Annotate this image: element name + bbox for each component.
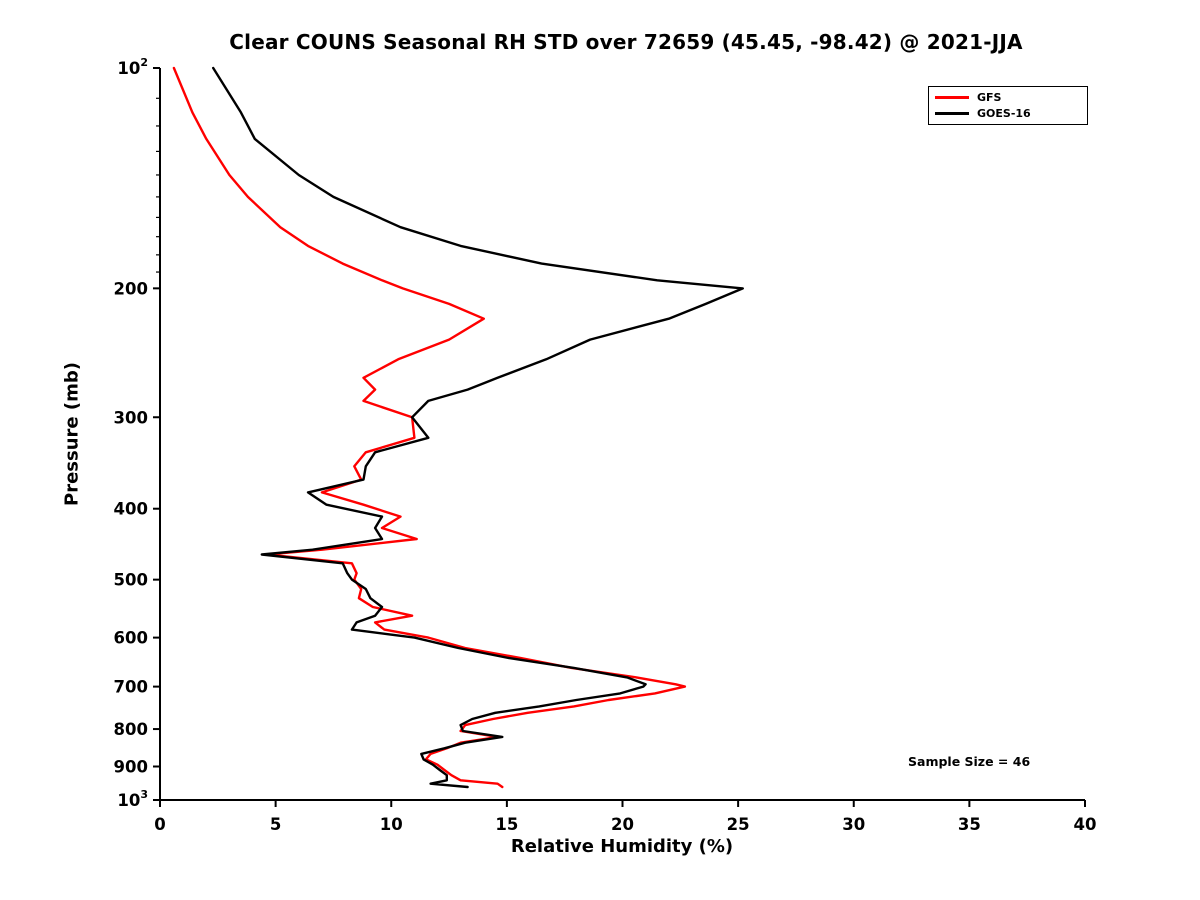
goes16-line-swatch — [935, 112, 969, 115]
x-tick-label: 5 — [270, 815, 281, 834]
y-tick-label: 103 — [117, 788, 148, 810]
x-tick-label: 0 — [154, 815, 165, 834]
sample-size-annotation: Sample Size = 46 — [908, 754, 1031, 769]
series-line-gfs — [172, 66, 687, 789]
x-tick-label: 30 — [842, 815, 865, 834]
y-tick-label: 200 — [114, 279, 148, 298]
y-tick-label: 600 — [114, 629, 148, 648]
y-tick-label: 700 — [114, 678, 148, 697]
y-tick-label: 900 — [114, 758, 148, 777]
x-tick-label: 40 — [1074, 815, 1097, 834]
x-tick-label: 25 — [727, 815, 750, 834]
chart-title: Clear COUNS Seasonal RH STD over 72659 (… — [229, 30, 1023, 54]
legend: GFS GOES-16 — [928, 86, 1088, 125]
y-tick-label: 800 — [114, 720, 148, 739]
gfs-line-swatch — [935, 96, 969, 99]
x-tick-label: 15 — [495, 815, 518, 834]
x-tick-label: 10 — [380, 815, 403, 834]
legend-label-goes16: GOES-16 — [977, 107, 1031, 120]
x-tick-label: 35 — [958, 815, 981, 834]
legend-label-gfs: GFS — [977, 91, 1002, 104]
legend-item-goes16: GOES-16 — [935, 107, 1079, 120]
series-line-goes-16 — [212, 66, 744, 789]
legend-item-gfs: GFS — [935, 91, 1079, 104]
y-tick-label: 500 — [114, 571, 148, 590]
y-tick-label: 300 — [114, 408, 148, 427]
y-tick-label: 102 — [117, 56, 148, 78]
x-tick-label: 20 — [611, 815, 634, 834]
x-axis-label: Relative Humidity (%) — [510, 836, 734, 857]
y-tick-label: 400 — [114, 500, 148, 519]
